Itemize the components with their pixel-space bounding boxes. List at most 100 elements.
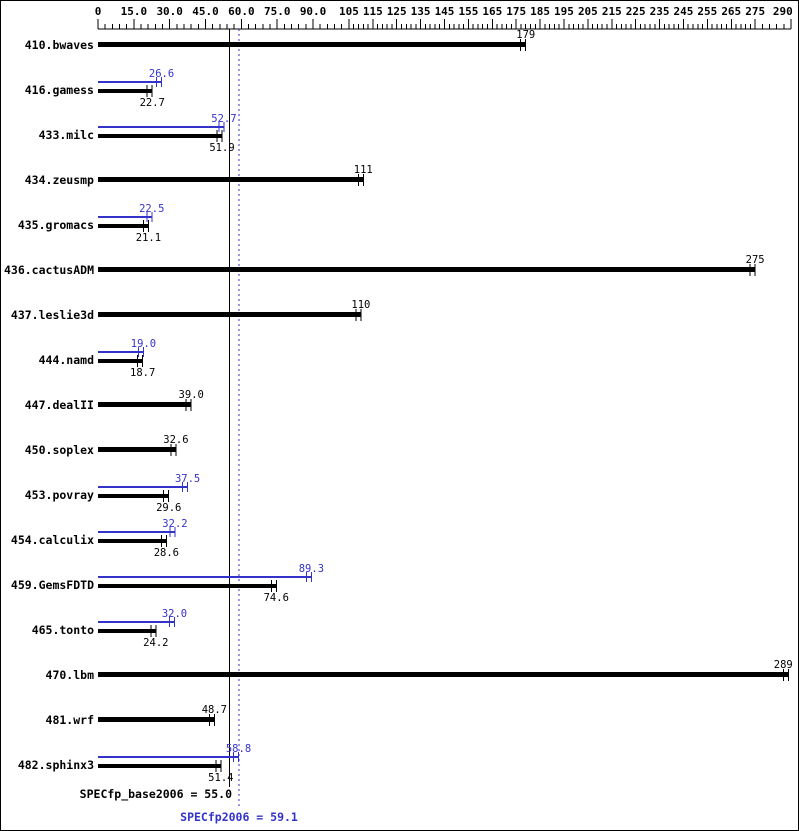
base-bar — [98, 764, 221, 768]
benchmark-name-label: 454.calculix — [11, 533, 94, 547]
axis-tick-label: 105 — [339, 5, 359, 18]
base-value-label: 48.7 — [202, 704, 227, 716]
axis-tick-label: 255 — [697, 5, 717, 18]
benchmark-row-482.sphinx3: 482.sphinx3 58.8 51.4 — [18, 743, 251, 784]
benchmark-name-label: 437.leslie3d — [11, 308, 94, 322]
peak-value-label: 58.8 — [226, 743, 251, 755]
base-value-label: 28.6 — [154, 547, 179, 559]
benchmark-row-435.gromacs: 435.gromacs 22.5 21.1 — [18, 203, 165, 244]
base-value-label: 179 — [516, 29, 535, 41]
benchmark-row-444.namd: 444.namd 19.0 18.7 — [39, 338, 156, 379]
peak-value-label: 89.3 — [299, 563, 324, 575]
peak-bar — [98, 756, 239, 758]
peak-value-label: 52.7 — [211, 113, 236, 125]
benchmark-name-label: 444.namd — [39, 353, 94, 367]
base-value-label: 24.2 — [143, 637, 168, 649]
base-bar — [98, 134, 223, 138]
base-value-label: 51.9 — [209, 142, 234, 154]
axis-tick-label: 205 — [578, 5, 598, 18]
axis-tick-label: 0 — [95, 5, 102, 18]
axis-tick-label: 90.0 — [300, 5, 327, 18]
axis-tick-label: 155 — [458, 5, 478, 18]
base-bar — [98, 672, 789, 677]
benchmark-name-label: 447.dealII — [25, 398, 94, 412]
base-bar — [98, 584, 277, 588]
base-bar — [98, 539, 167, 543]
axis-tick-label: 30.0 — [156, 5, 183, 18]
axis-tick-label: 215 — [602, 5, 622, 18]
peak-bar — [98, 126, 224, 128]
base-value-label: 18.7 — [130, 367, 155, 379]
benchmark-name-label: 465.tonto — [32, 623, 94, 637]
base-bar — [98, 629, 156, 633]
axis-tick-label: 135 — [411, 5, 431, 18]
benchmark-row-434.zeusmp: 434.zeusmp 111 — [25, 164, 373, 187]
base-value-label: 29.6 — [156, 502, 181, 514]
benchmark-row-436.cactusADM: 436.cactusADM 275 — [4, 254, 765, 277]
benchmark-row-465.tonto: 465.tonto 32.0 24.2 — [32, 608, 187, 649]
benchmark-name-label: 410.bwaves — [25, 38, 94, 52]
base-value-label: 111 — [354, 164, 373, 176]
axis-tick-label: 145 — [435, 5, 455, 18]
benchmark-name-label: 481.wrf — [46, 713, 95, 727]
benchmark-name-label: 435.gromacs — [18, 218, 94, 232]
benchmark-row-470.lbm: 470.lbm 289 — [46, 659, 793, 682]
base-bar — [98, 402, 192, 407]
peak-value-label: 19.0 — [131, 338, 156, 350]
axis-tick-label: 175 — [506, 5, 526, 18]
benchmark-name-label: 436.cactusADM — [4, 263, 94, 277]
peak-value-label: 32.2 — [162, 518, 187, 530]
axis-tick-label: 185 — [530, 5, 550, 18]
base-bar — [98, 447, 176, 452]
benchmark-row-416.gamess: 416.gamess 26.6 22.7 — [25, 68, 174, 109]
benchmark-name-label: 470.lbm — [46, 668, 95, 682]
benchmark-name-label: 416.gamess — [25, 83, 94, 97]
peak-value-label: 32.0 — [162, 608, 187, 620]
benchmark-row-450.soplex: 450.soplex 32.6 — [25, 434, 189, 457]
benchmark-row-437.leslie3d: 437.leslie3d 110 — [11, 299, 370, 322]
axis-tick-label: 275 — [745, 5, 765, 18]
base-bar — [98, 312, 361, 317]
base-bar — [98, 717, 215, 722]
peak-bar — [98, 621, 175, 623]
benchmark-name-label: 482.sphinx3 — [18, 758, 94, 772]
peak-bar — [98, 531, 175, 533]
peak-bar — [98, 216, 152, 218]
base-bar — [98, 89, 153, 93]
base-value-label: 22.7 — [140, 97, 165, 109]
benchmark-row-410.bwaves: 410.bwaves 179 — [25, 29, 535, 52]
axis-tick-label: 15.0 — [121, 5, 148, 18]
peak-value-label: 22.5 — [139, 203, 164, 215]
base-value-label: 289 — [774, 659, 793, 671]
benchmark-name-label: 434.zeusmp — [25, 173, 94, 187]
base-bar — [98, 177, 364, 182]
peak-value-label: 26.6 — [149, 68, 174, 80]
axis-tick-label: 75.0 — [264, 5, 291, 18]
axis-tick-label: 195 — [554, 5, 574, 18]
axis-tick-label: 235 — [650, 5, 670, 18]
base-value-label: 32.6 — [163, 434, 188, 446]
axis-tick-label: 225 — [626, 5, 646, 18]
peak-bar — [98, 486, 188, 488]
benchmark-name-label: 433.milc — [39, 128, 94, 142]
benchmark-row-433.milc: 433.milc 52.7 51.9 — [39, 113, 237, 154]
base-bar — [98, 224, 149, 228]
axis-tick-label: 45.0 — [192, 5, 219, 18]
axis-tick-label: 245 — [674, 5, 694, 18]
benchmark-row-454.calculix: 454.calculix 32.2 28.6 — [11, 518, 188, 559]
base-bar — [98, 359, 143, 363]
base-mean-label: SPECfp_base2006 = 55.0 — [79, 787, 232, 801]
axis-tick-label: 125 — [387, 5, 407, 18]
axis-tick-label: 290 — [773, 5, 793, 18]
base-bar — [98, 267, 756, 272]
axis-tick-label: 165 — [482, 5, 502, 18]
base-value-label: 110 — [351, 299, 370, 311]
benchmark-row-447.dealII: 447.dealII 39.0 — [25, 389, 204, 412]
peak-bar — [98, 81, 162, 83]
axis-tick-label: 60.0 — [228, 5, 255, 18]
benchmark-name-label: 453.povray — [25, 488, 94, 502]
benchmark-row-481.wrf: 481.wrf 48.7 — [46, 704, 227, 727]
peak-value-label: 37.5 — [175, 473, 200, 485]
